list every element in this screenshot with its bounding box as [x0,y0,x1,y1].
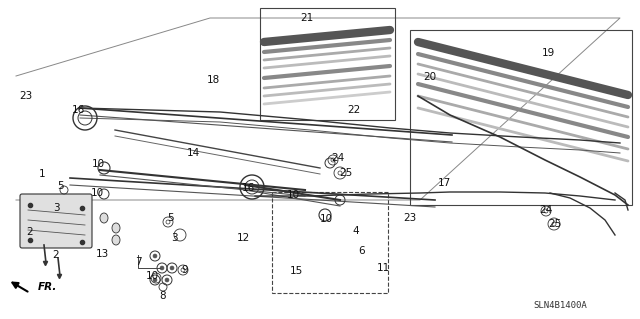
Text: 10: 10 [145,271,159,281]
Text: 10: 10 [319,214,333,224]
Text: 8: 8 [160,291,166,301]
Circle shape [153,278,157,282]
Text: 2: 2 [27,227,33,237]
Text: 17: 17 [437,178,451,188]
Ellipse shape [112,235,120,245]
Ellipse shape [100,213,108,223]
Text: 5: 5 [168,213,174,223]
Ellipse shape [112,223,120,233]
Text: 3: 3 [52,203,60,213]
Text: 16: 16 [72,105,84,115]
Text: 3: 3 [171,233,177,243]
Text: 22: 22 [348,105,360,115]
Text: 13: 13 [95,249,109,259]
Text: 19: 19 [541,48,555,58]
Bar [272,192,388,293]
Text: 21: 21 [300,13,314,23]
Text: 20: 20 [424,72,436,82]
Text: 23: 23 [403,213,417,223]
Text: 24: 24 [540,205,552,215]
Bar [410,30,632,205]
Text: 1: 1 [38,169,45,179]
Text: 4: 4 [353,226,359,236]
Bar [260,8,395,120]
Text: 9: 9 [182,265,188,275]
Circle shape [153,254,157,258]
Text: 16: 16 [241,183,255,193]
Text: 14: 14 [186,148,200,158]
Text: 25: 25 [548,219,562,229]
Text: FR.: FR. [38,282,58,292]
Text: 25: 25 [339,168,353,178]
Text: 6: 6 [358,246,365,256]
Text: 24: 24 [332,153,344,163]
Text: 2: 2 [52,250,60,260]
Text: 5: 5 [57,181,63,191]
Text: SLN4B1400A: SLN4B1400A [533,300,587,309]
Text: 12: 12 [236,233,250,243]
Text: 23: 23 [19,91,33,101]
Circle shape [160,266,164,270]
Circle shape [170,266,174,270]
Text: 7: 7 [134,257,141,267]
Text: 11: 11 [376,263,390,273]
Text: 10: 10 [287,190,300,200]
Text: 10: 10 [90,188,104,198]
Text: 10: 10 [92,159,104,169]
Text: 18: 18 [206,75,220,85]
FancyBboxPatch shape [20,194,92,248]
Circle shape [165,278,169,282]
Text: 15: 15 [289,266,303,276]
